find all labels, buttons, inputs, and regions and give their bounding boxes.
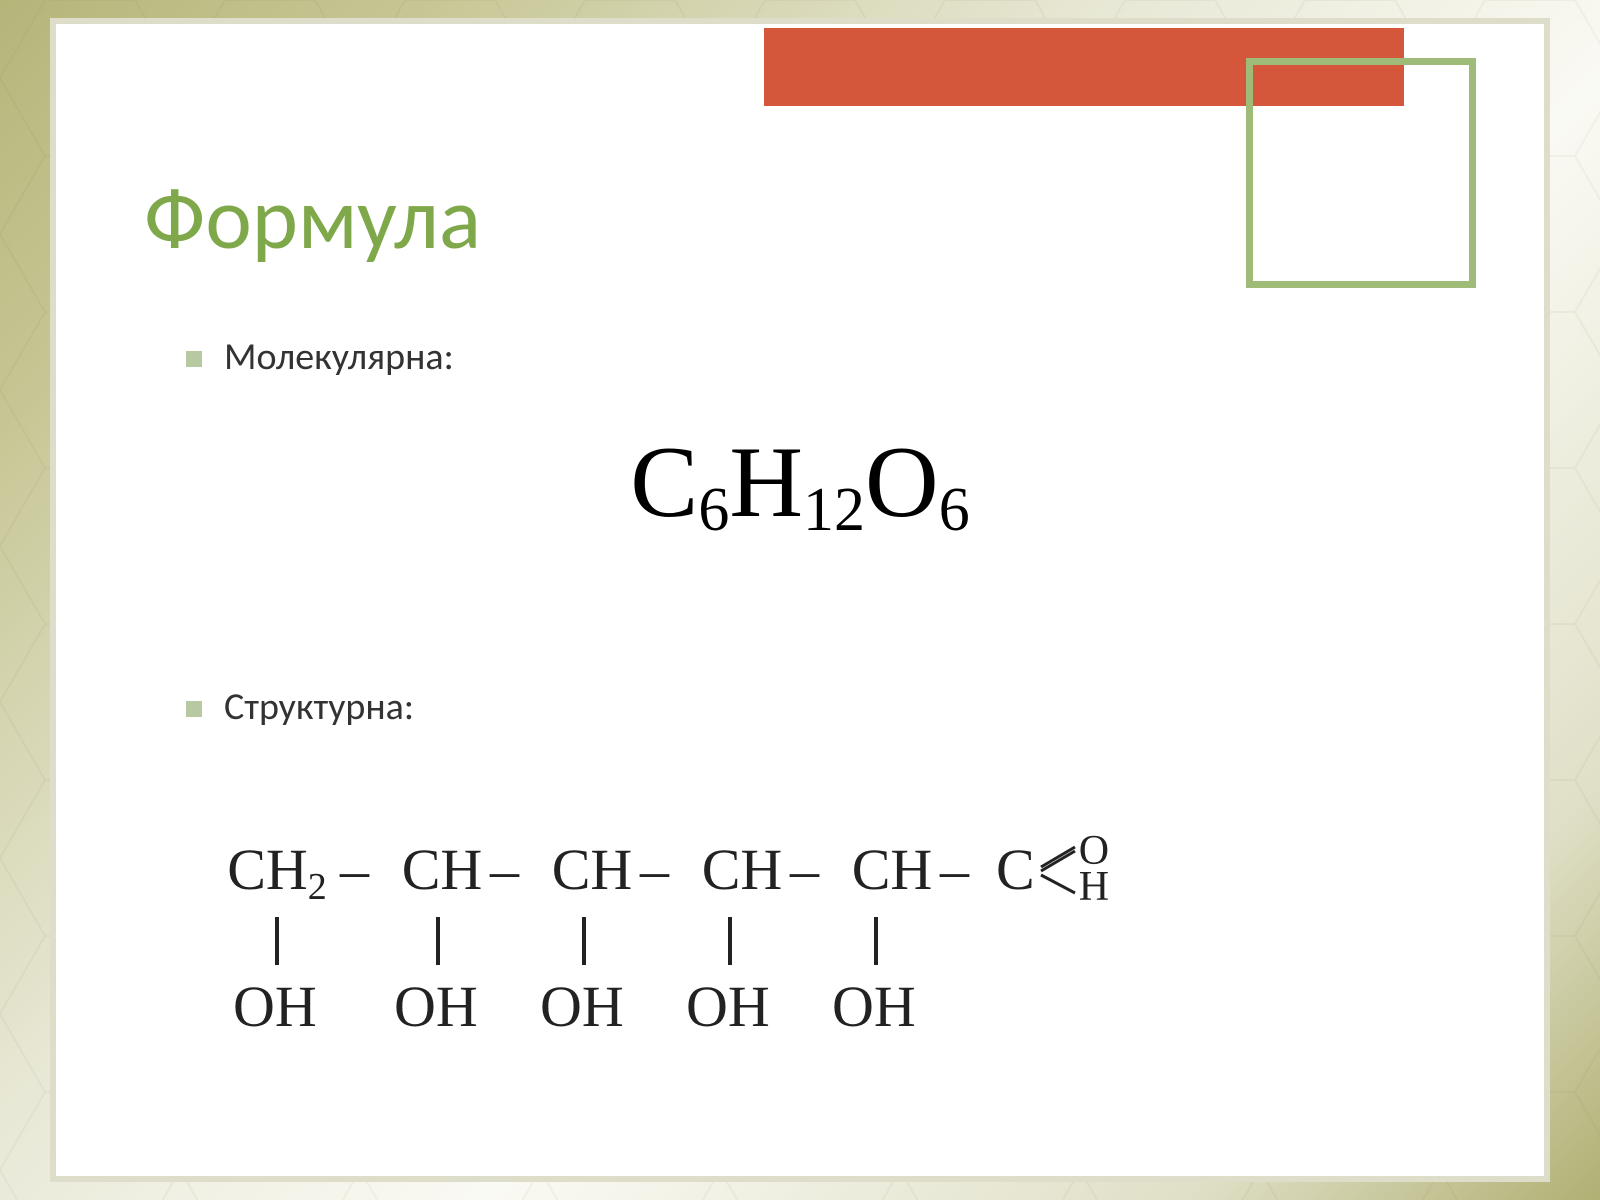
chain-carbon: CH2 bbox=[216, 841, 338, 899]
bond-dash: – bbox=[938, 841, 996, 899]
vertical-bond bbox=[436, 917, 440, 965]
oh-row: OHOHOHOHOH bbox=[216, 973, 1366, 1033]
vertical-bond bbox=[874, 917, 878, 965]
bond-dash: – bbox=[638, 841, 696, 899]
chain-carbon: CH bbox=[546, 841, 638, 899]
formula-element: H bbox=[729, 426, 803, 539]
slide-title: Формула bbox=[144, 164, 481, 272]
chain-carbon: CH bbox=[846, 841, 938, 899]
chain-row: CH2–CH–CH–CH–CH–COH bbox=[216, 834, 1366, 905]
oh-label: OH bbox=[233, 973, 317, 1040]
bullet-molecular: Молекулярна: bbox=[186, 334, 454, 380]
vertical-bond bbox=[275, 917, 279, 965]
formula-element: C bbox=[630, 426, 698, 539]
vertical-bond bbox=[582, 917, 586, 965]
bullet-molecular-label: Молекулярна: bbox=[224, 334, 454, 380]
bond-dash: – bbox=[338, 841, 396, 899]
bullet-square-icon bbox=[186, 701, 202, 717]
oh-label: OH bbox=[832, 973, 916, 1040]
structural-formula: CH2–CH–CH–CH–CH–COHOHOHOHOHOH bbox=[216, 834, 1366, 1033]
terminal-oh-stack: OH bbox=[1079, 834, 1109, 905]
chain-carbon: CH bbox=[396, 841, 488, 899]
oh-label: OH bbox=[540, 973, 624, 1040]
accent-green-frame bbox=[1246, 58, 1476, 288]
formula-subscript: 6 bbox=[698, 476, 729, 544]
terminal-c-label: C bbox=[996, 841, 1035, 899]
bullet-structural-label: Структурна: bbox=[224, 684, 414, 730]
bond-dash: – bbox=[488, 841, 546, 899]
chain-carbon: CH bbox=[696, 841, 788, 899]
slide-inner: Формула Молекулярна: C6H12O6 Структурна:… bbox=[50, 18, 1550, 1182]
bullet-square-icon bbox=[186, 351, 202, 367]
terminal-bond-lines bbox=[1039, 841, 1077, 899]
terminal-carbon: C OH bbox=[996, 834, 1109, 905]
bullet-structural: Структурна: bbox=[186, 684, 414, 730]
bond-dash: – bbox=[788, 841, 846, 899]
oh-label: OH bbox=[394, 973, 478, 1040]
slide-outer: Формула Молекулярна: C6H12O6 Структурна:… bbox=[0, 0, 1600, 1200]
vertical-bonds-row bbox=[216, 911, 1366, 971]
formula-subscript: 12 bbox=[803, 476, 865, 544]
vertical-bond bbox=[728, 917, 732, 965]
molecular-formula: C6H12O6 bbox=[56, 424, 1544, 541]
oh-label: OH bbox=[686, 973, 770, 1040]
formula-subscript: 6 bbox=[939, 476, 970, 544]
formula-element: O bbox=[865, 426, 939, 539]
terminal-h: H bbox=[1079, 870, 1109, 906]
